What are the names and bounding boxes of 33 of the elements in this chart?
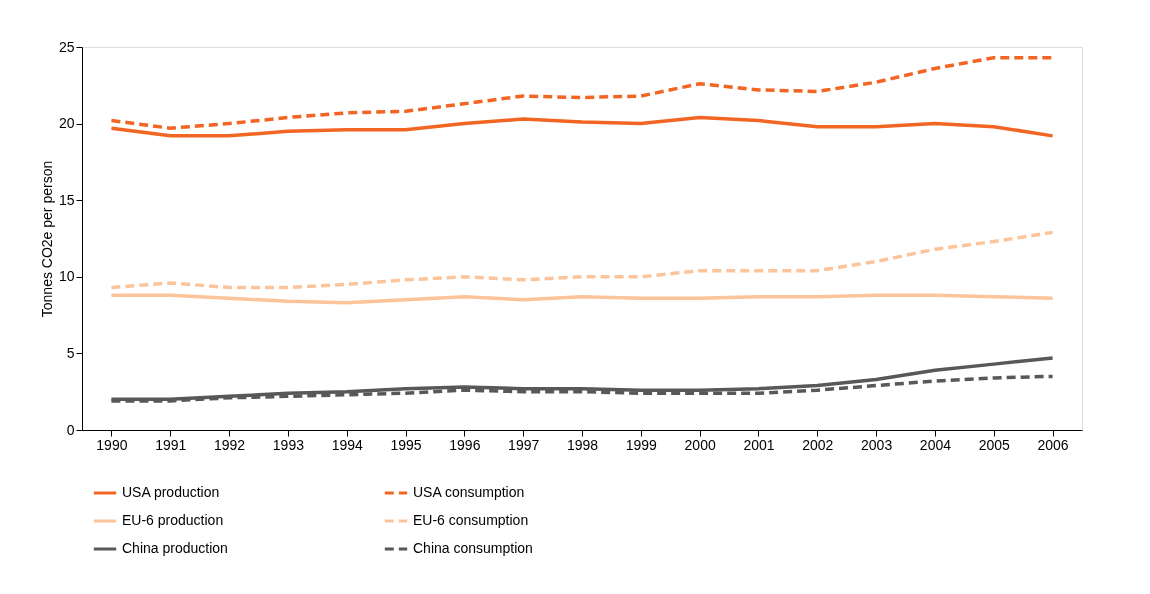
y-tick-label: 15 [58, 191, 75, 208]
x-tick-label: 2006 [1037, 436, 1069, 453]
line-series [109, 115, 1055, 138]
x-tick-label: 1994 [331, 436, 363, 453]
legend-label: USA consumption [413, 484, 525, 500]
x-tick-label: 2005 [978, 436, 1011, 453]
x-tick-label: 2000 [684, 436, 716, 453]
x-tick-label: 1996 [449, 436, 481, 453]
line-series [109, 293, 1055, 305]
legend-label: EU-6 consumption [413, 512, 529, 528]
x-tick-label: 2002 [802, 436, 834, 453]
legend-label: China production [122, 540, 228, 556]
x-tick-label: 2001 [743, 436, 775, 453]
x-tick-label: 1993 [272, 436, 305, 453]
y-tick-label: 0 [66, 421, 75, 438]
x-tick-label: 1997 [508, 436, 540, 453]
x-tick-label: 2004 [919, 436, 952, 453]
x-tick-label: 1999 [625, 436, 658, 453]
x-tick-label: 1992 [213, 436, 246, 453]
y-axis-title: Tonnes CO2e per person [38, 160, 55, 318]
x-tick-label: 2003 [861, 436, 893, 453]
x-tick-label: 1995 [390, 436, 422, 453]
legend-label: EU-6 production [122, 512, 224, 528]
legend-label: USA production [122, 484, 220, 500]
y-tick-label: 5 [66, 344, 75, 361]
legend-label: China consumption [413, 540, 533, 556]
y-tick-label: 20 [58, 115, 75, 132]
x-tick-label: 1998 [566, 436, 599, 453]
y-tick-label: 10 [58, 268, 75, 285]
x-tick-label: 1990 [96, 436, 128, 453]
y-tick-label: 25 [58, 38, 75, 55]
line-series [109, 230, 1055, 290]
x-tick-label: 1991 [155, 436, 187, 453]
